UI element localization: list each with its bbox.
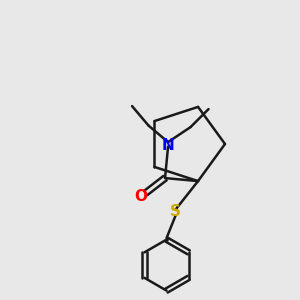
Text: O: O [135,189,148,204]
Text: S: S [169,204,181,219]
Text: N: N [162,138,174,153]
